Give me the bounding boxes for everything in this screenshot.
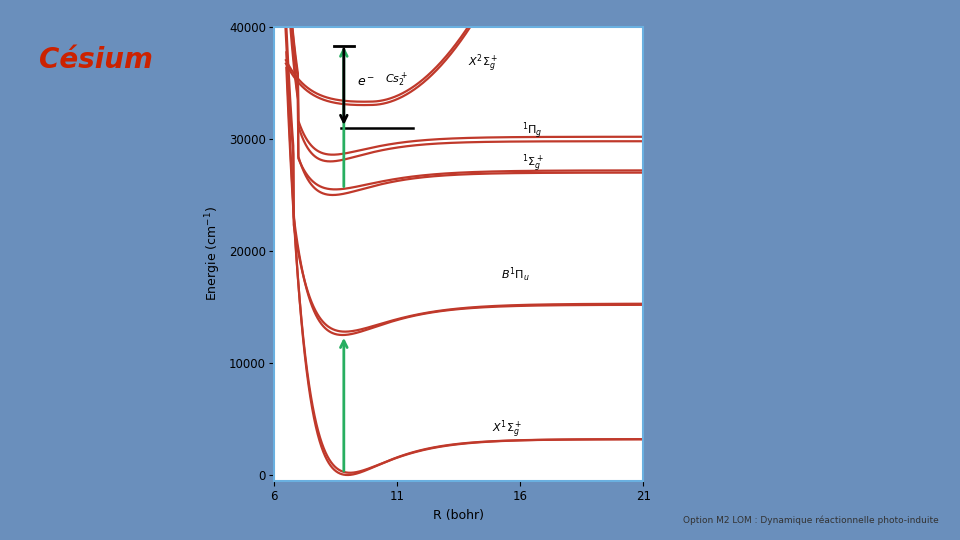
- Text: $^1\Pi_g$: $^1\Pi_g$: [522, 119, 542, 140]
- Text: Césium: Césium: [39, 46, 153, 74]
- Text: $Cs_2^+$: $Cs_2^+$: [385, 71, 408, 89]
- Text: $B^1\Pi_u$: $B^1\Pi_u$: [501, 266, 529, 284]
- Text: $e^-$: $e^-$: [357, 77, 375, 90]
- Text: $X^2\Sigma_g^+$: $X^2\Sigma_g^+$: [468, 52, 498, 75]
- Text: Option M2 LOM : Dynamique réactionnelle photo-induite: Option M2 LOM : Dynamique réactionnelle …: [684, 516, 939, 525]
- Y-axis label: Energie (cm$^{-1}$): Energie (cm$^{-1}$): [204, 206, 224, 301]
- X-axis label: R (bohr): R (bohr): [433, 509, 484, 522]
- Text: $X^1\Sigma_g^+$: $X^1\Sigma_g^+$: [492, 418, 523, 441]
- Text: $^1\Sigma_g^+$: $^1\Sigma_g^+$: [521, 153, 543, 176]
